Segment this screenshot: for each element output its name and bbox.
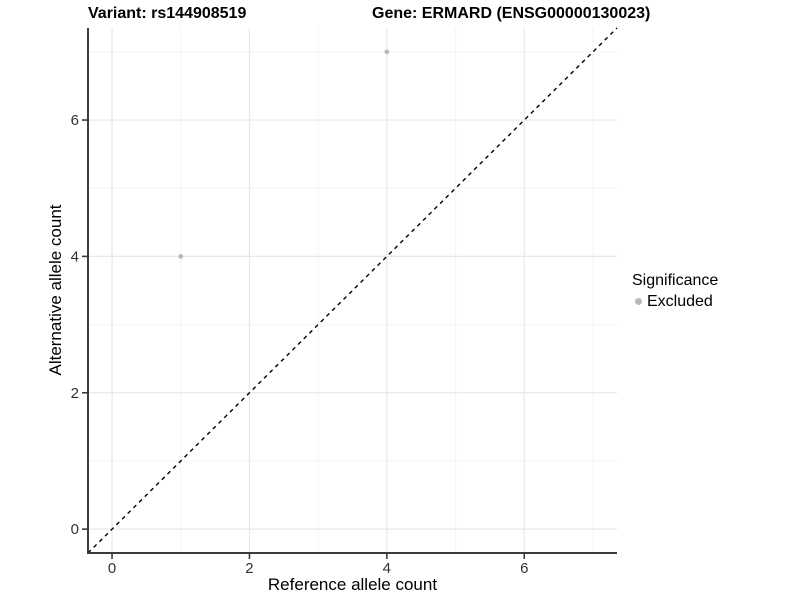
gene-title: Gene: ERMARD (ENSG00000130023) xyxy=(372,5,651,22)
legend-item-label: Excluded xyxy=(647,293,713,310)
excluded-point-icon xyxy=(635,298,642,305)
variant-title: Variant: rs144908519 xyxy=(88,5,247,22)
legend: Significance Excluded xyxy=(632,271,718,311)
y-axis-title: Alternative allele count xyxy=(46,204,65,376)
data-point xyxy=(384,49,390,55)
x-tick-label: 0 xyxy=(108,560,116,577)
y-tick-label: 0 xyxy=(71,521,79,538)
identity-line xyxy=(87,27,618,554)
data-point xyxy=(178,254,184,259)
x-tick-label: 4 xyxy=(383,560,391,577)
y-tick-label: 4 xyxy=(71,248,79,265)
x-tick-label: 6 xyxy=(520,560,528,577)
legend-item-excluded: Excluded xyxy=(632,292,718,311)
x-axis-title: Reference allele count xyxy=(267,575,438,594)
y-tick-label: 6 xyxy=(71,112,79,129)
x-tick-label: 2 xyxy=(245,560,253,577)
legend-title: Significance xyxy=(632,272,719,289)
y-tick-label: 2 xyxy=(71,385,79,402)
